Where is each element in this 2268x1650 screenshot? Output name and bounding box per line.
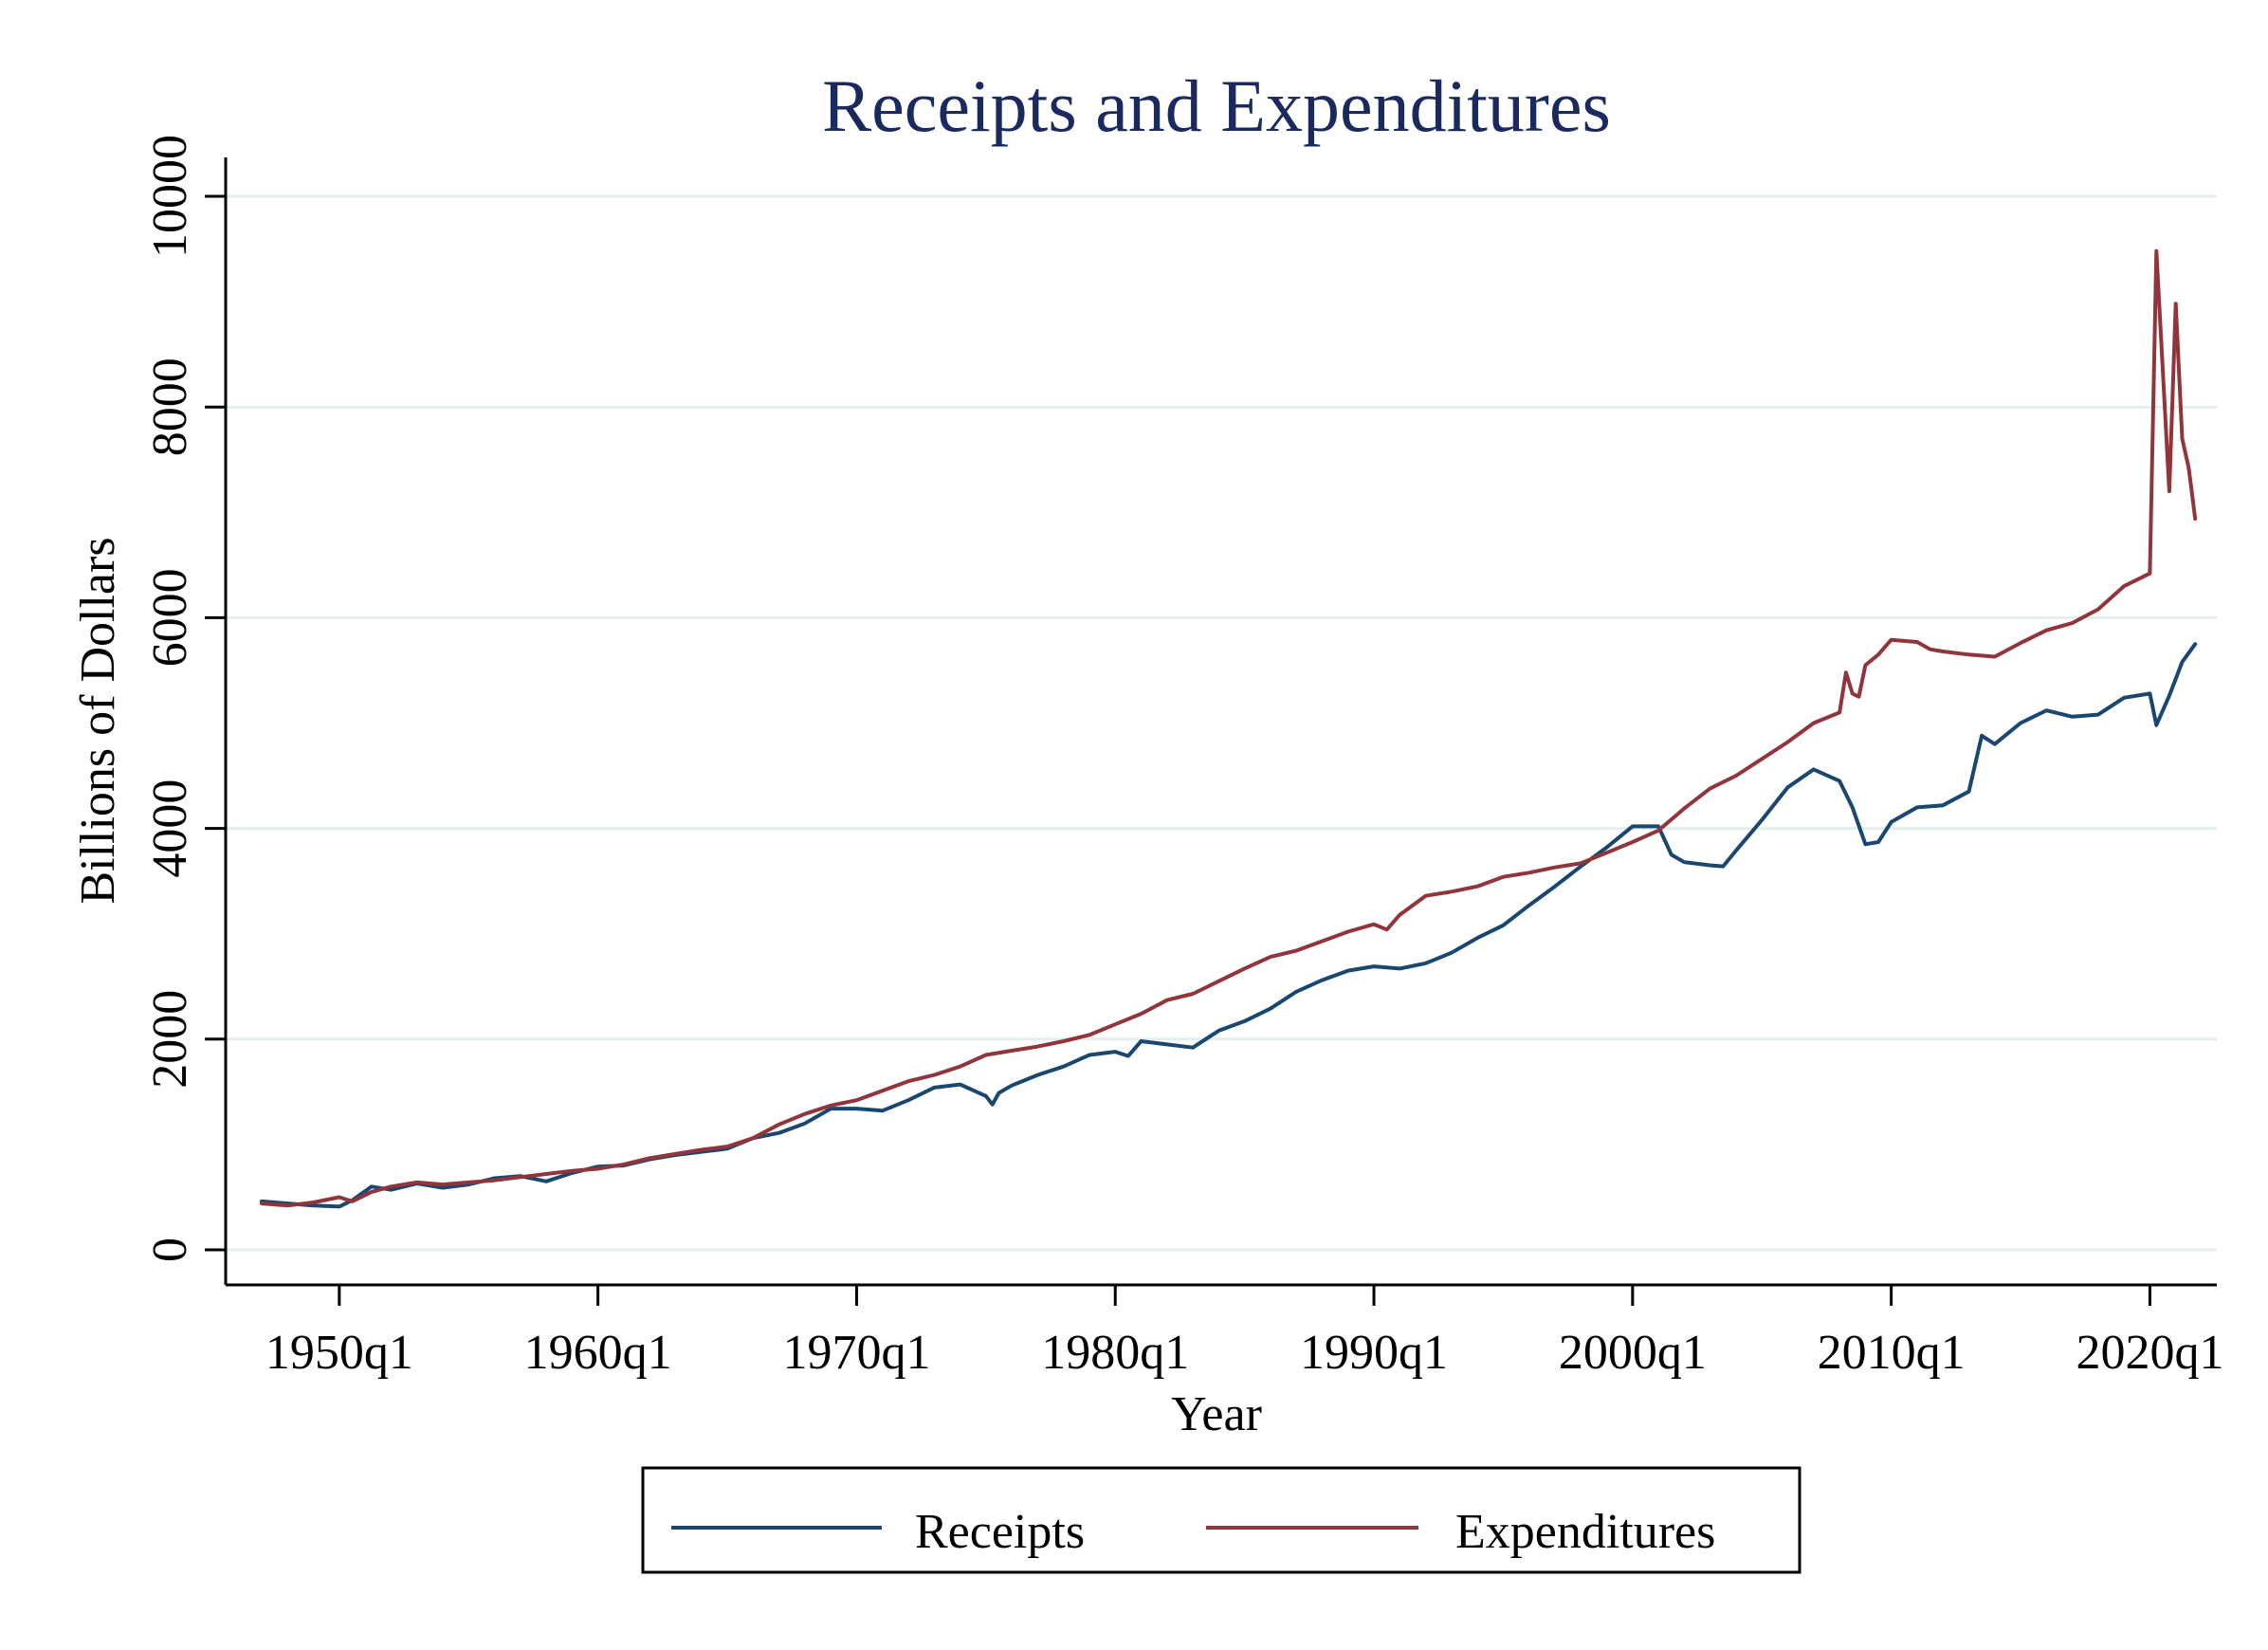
x-tick-label: 2000q1 [1559,1326,1707,1380]
x-axis-title: Year [1171,1387,1262,1441]
legend: Receipts Expenditures [641,1466,1802,1574]
y-tick-label: 10000 [143,135,197,258]
y-tick-label: 2000 [143,990,197,1089]
y-ticks: 0 2000 4000 6000 8000 10000 [143,135,226,1262]
x-tick-label: 1960q1 [524,1326,672,1380]
y-tick-label: 6000 [143,568,197,667]
x-tick-label: 1970q1 [782,1326,930,1380]
x-tick-label: 2010q1 [1818,1326,1966,1380]
legend-box [641,1466,1802,1574]
x-tick-label: 1990q1 [1300,1326,1448,1380]
gridlines [226,194,2217,1252]
y-tick-label: 0 [143,1238,197,1262]
y-axis-title: Billions of Dollars [71,537,125,904]
x-ticks: 1950q1 1960q1 1970q1 1980q1 1990q1 2000q1 2010… [265,1285,2223,1380]
x-tick-label: 1980q1 [1041,1326,1189,1380]
series-lines [260,248,2198,1209]
y-tick-label: 4000 [143,779,197,878]
x-tick-label: 1950q1 [265,1326,413,1380]
x-tick-label: 2020q1 [2076,1326,2223,1380]
y-tick-label: 8000 [143,358,197,456]
chart-title: Receipts and Expenditures [822,64,1611,147]
legend-label-expenditures: Expenditures [1455,1505,1715,1559]
series-line-expenditures [260,248,2198,1208]
legend-label-receipts: Receipts [915,1505,1085,1559]
series-line-receipts [260,642,2198,1209]
